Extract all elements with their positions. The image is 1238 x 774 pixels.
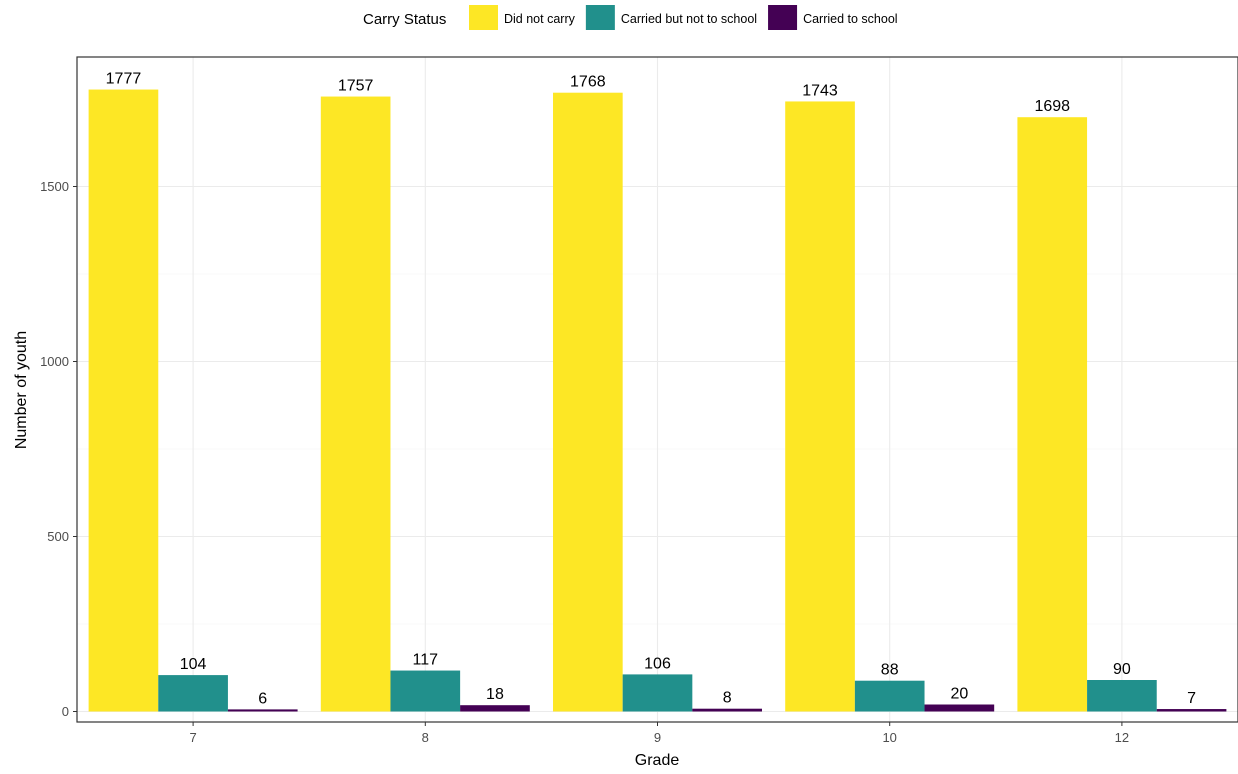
bars	[88, 89, 1227, 712]
bar	[158, 675, 228, 712]
data-label: 117	[413, 652, 439, 669]
y-axis-title: Number of youth	[13, 331, 30, 449]
x-tick-label: 8	[422, 730, 429, 745]
bar	[320, 96, 391, 712]
bar	[854, 680, 925, 712]
legend-label: Carried but not to school	[621, 12, 757, 26]
data-label: 1757	[338, 78, 374, 95]
x-tick-label: 12	[1115, 730, 1129, 745]
bar	[785, 101, 855, 712]
data-label: 106	[644, 655, 671, 672]
x-axis: 7 8 9 10 12	[189, 722, 1129, 745]
data-label: 90	[1113, 661, 1131, 678]
data-label: 1768	[570, 74, 606, 91]
legend-label: Did not carry	[504, 12, 576, 26]
y-tick-label: 1000	[40, 354, 69, 369]
bar	[227, 709, 298, 712]
bar	[622, 674, 693, 712]
data-label: 104	[180, 656, 207, 673]
data-label: 6	[258, 690, 267, 707]
x-tick-label: 9	[654, 730, 661, 745]
data-label: 1777	[106, 71, 142, 88]
y-axis: 0 500 1000 1500	[40, 179, 77, 719]
legend-title: Carry Status	[363, 11, 446, 28]
data-label: 20	[950, 686, 968, 703]
bar	[553, 92, 623, 712]
bar	[1156, 709, 1227, 712]
bar	[1087, 680, 1157, 712]
y-tick-label: 500	[47, 529, 69, 544]
y-tick-label: 0	[62, 704, 69, 719]
bar	[1017, 117, 1088, 712]
legend: Carry Status Did not carry Carried but no…	[363, 5, 898, 30]
legend-key	[768, 5, 798, 30]
x-tick-label: 10	[882, 730, 896, 745]
bar	[692, 708, 762, 712]
bar	[460, 705, 530, 712]
data-labels: 1777 104 6 1757 117 18 1768 106 8 1743 88 20 1698 90 7	[106, 71, 1196, 708]
bar	[88, 89, 159, 712]
data-label: 1698	[1034, 98, 1070, 115]
data-label: 7	[1187, 690, 1196, 707]
legend-key	[469, 5, 498, 30]
legend-key	[585, 5, 615, 30]
data-label: 18	[486, 686, 504, 703]
data-label: 88	[881, 662, 899, 679]
bar	[390, 670, 461, 712]
data-label: 8	[723, 690, 732, 707]
x-tick-label: 7	[189, 730, 196, 745]
x-axis-title: Grade	[635, 752, 680, 769]
data-label: 1743	[802, 82, 838, 99]
y-tick-label: 1500	[40, 179, 69, 194]
bar	[924, 704, 995, 712]
legend-label: Carried to school	[803, 12, 898, 26]
